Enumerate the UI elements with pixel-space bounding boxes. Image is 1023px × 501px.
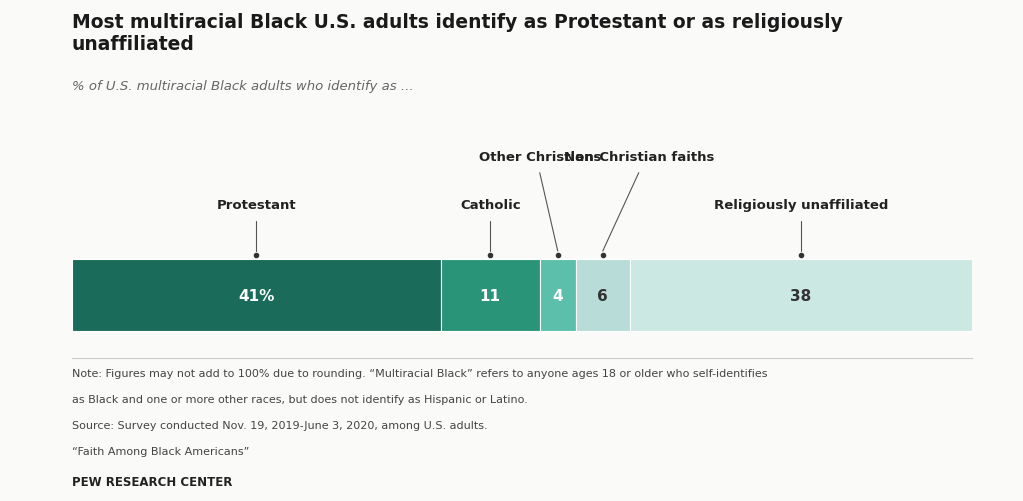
Bar: [540, 260, 576, 332]
Text: 4: 4: [552, 288, 563, 303]
Text: 11: 11: [480, 288, 500, 303]
Bar: [630, 260, 972, 332]
Text: as Black and one or more other races, but does not identify as Hispanic or Latin: as Black and one or more other races, bu…: [72, 394, 528, 404]
Text: Source: Survey conducted Nov. 19, 2019-June 3, 2020, among U.S. adults.: Source: Survey conducted Nov. 19, 2019-J…: [72, 420, 487, 430]
Bar: [576, 260, 630, 332]
Bar: [441, 260, 540, 332]
Bar: [72, 260, 441, 332]
Text: Note: Figures may not add to 100% due to rounding. “Multiracial Black” refers to: Note: Figures may not add to 100% due to…: [72, 368, 767, 378]
Text: Non-Christian faiths: Non-Christian faiths: [564, 150, 714, 163]
Text: Other Christians: Other Christians: [479, 150, 601, 163]
Text: 41%: 41%: [238, 288, 274, 303]
Text: Protestant: Protestant: [216, 198, 296, 211]
Text: unaffiliated: unaffiliated: [72, 35, 194, 54]
Text: % of U.S. multiracial Black adults who identify as ...: % of U.S. multiracial Black adults who i…: [72, 80, 413, 93]
Text: Catholic: Catholic: [460, 198, 521, 211]
Text: 6: 6: [597, 288, 608, 303]
Text: Most multiracial Black U.S. adults identify as Protestant or as religiously: Most multiracial Black U.S. adults ident…: [72, 13, 843, 32]
Text: “Faith Among Black Americans”: “Faith Among Black Americans”: [72, 446, 249, 456]
Text: Religiously unaffiliated: Religiously unaffiliated: [714, 198, 888, 211]
Text: PEW RESEARCH CENTER: PEW RESEARCH CENTER: [72, 475, 232, 488]
Text: 38: 38: [790, 288, 811, 303]
